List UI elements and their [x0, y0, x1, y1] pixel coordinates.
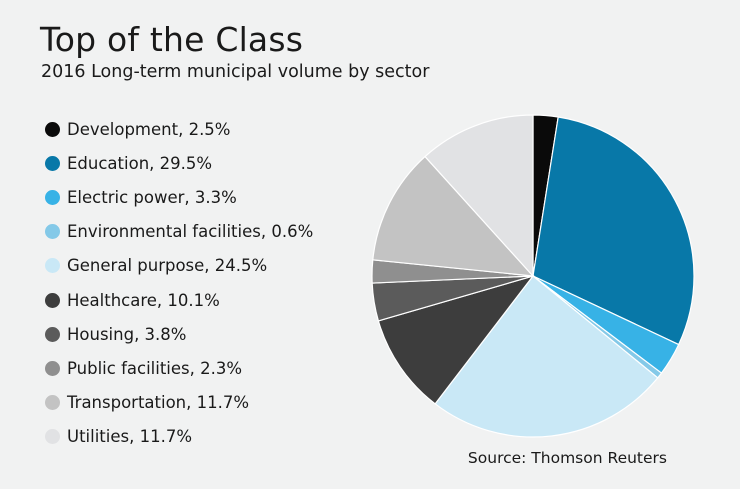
- legend-label: Public facilities, 2.3%: [67, 358, 243, 378]
- legend-item: Development, 2.5%: [45, 112, 313, 146]
- legend-swatch: [45, 155, 60, 171]
- legend-swatch: [45, 360, 60, 376]
- pie-slice-utilities: [424, 114, 534, 278]
- legend-label: Healthcare, 10.1%: [67, 290, 220, 310]
- legend-swatch: [45, 258, 60, 274]
- legend-label: Environmental facilities, 0.6%: [67, 222, 314, 242]
- legend-item: Environmental facilities, 0.6%: [45, 215, 313, 249]
- legend-swatch: [45, 292, 60, 308]
- chart-subtitle: 2016 Long-term municipal volume by secto…: [41, 62, 430, 82]
- legend-swatch: [45, 429, 60, 445]
- legend-item: Transportation, 11.7%: [45, 386, 313, 420]
- legend-swatch: [45, 121, 60, 137]
- legend-label: General purpose, 24.5%: [67, 256, 268, 276]
- legend-label: Electric power, 3.3%: [67, 187, 237, 207]
- pie-slice-general-purpose: [434, 275, 659, 438]
- legend-item: Electric power, 3.3%: [45, 180, 313, 214]
- chart-title: Top of the Class: [40, 20, 304, 59]
- pie-slice-healthcare: [377, 274, 535, 405]
- source-note: Source: Thomson Reuters: [467, 449, 667, 467]
- legend-swatch: [45, 224, 60, 240]
- pie-slice-transportation: [372, 155, 535, 277]
- legend-swatch: [45, 326, 60, 342]
- legend-label: Transportation, 11.7%: [67, 393, 250, 413]
- legend-item: Public facilities, 2.3%: [45, 351, 313, 385]
- legend-swatch: [45, 395, 60, 411]
- legend-swatch: [45, 189, 60, 205]
- legend-label: Development, 2.5%: [67, 119, 231, 139]
- pie-slice-education: [532, 116, 695, 346]
- legend-item: Education, 29.5%: [45, 146, 313, 180]
- legend-item: General purpose, 24.5%: [45, 249, 313, 283]
- legend: Development, 2.5% Education, 29.5% Electri…: [45, 112, 313, 454]
- legend-item: Housing, 3.8%: [45, 317, 313, 351]
- legend-item: Healthcare, 10.1%: [45, 283, 313, 317]
- legend-label: Utilities, 11.7%: [67, 427, 193, 447]
- legend-item: Utilities, 11.7%: [45, 420, 313, 454]
- legend-label: Housing, 3.8%: [67, 324, 187, 344]
- legend-label: Education, 29.5%: [67, 153, 213, 173]
